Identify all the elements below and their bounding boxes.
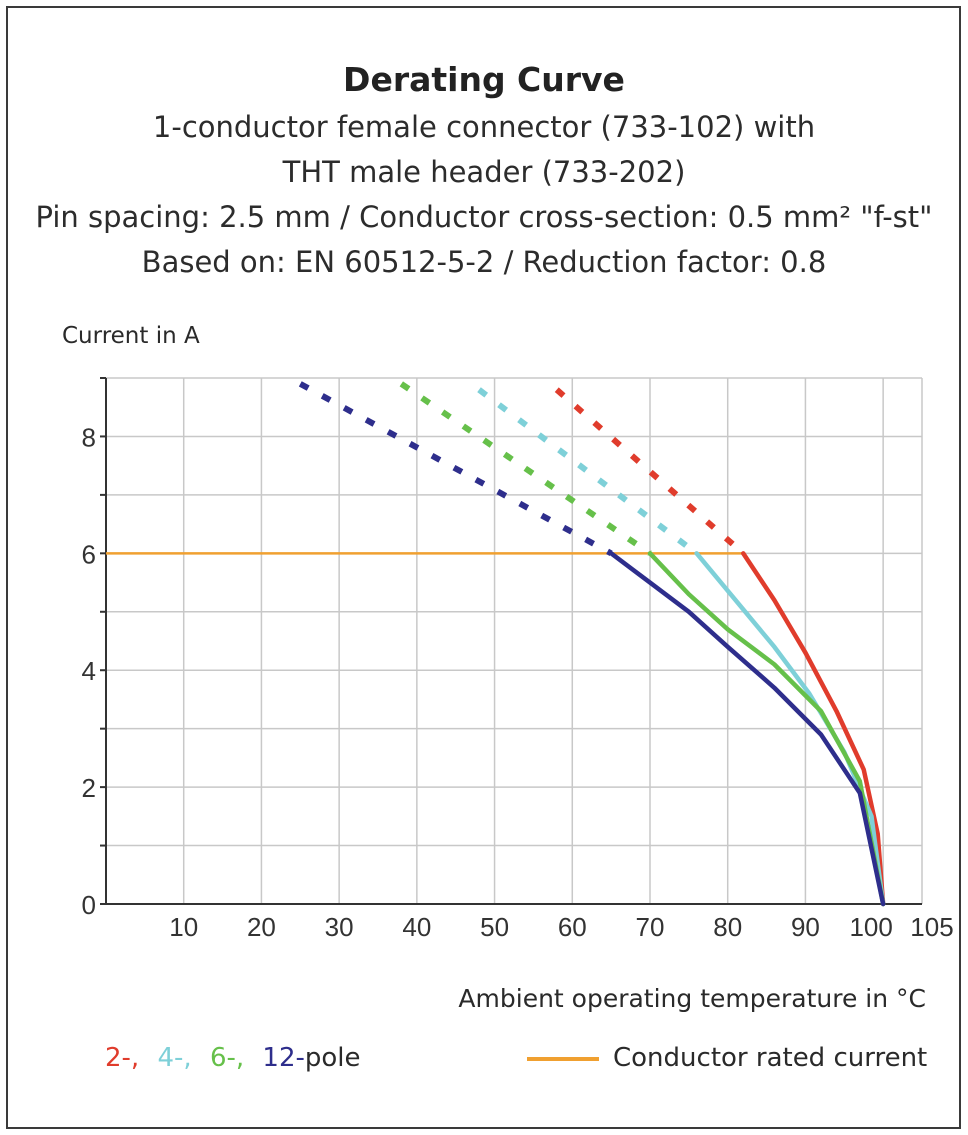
- x-axis-label: Ambient operating temperature in °C: [458, 984, 926, 1013]
- y-tick-label: 2: [82, 773, 96, 803]
- x-tick-label: 30: [325, 912, 354, 942]
- subtitle-line-2: THT male header (733-202): [282, 155, 686, 189]
- x-tick-label: 40: [402, 912, 431, 942]
- series-12-pole-dashed: [298, 381, 613, 556]
- rated-current-swatch: [527, 1056, 599, 1061]
- legend-item-pole-suffix: pole: [304, 1043, 361, 1073]
- chart-frame: [6, 6, 961, 1129]
- x-tick-label: 90: [791, 912, 820, 942]
- chart-titles: Derating Curve 1-conductor female connec…: [0, 60, 968, 285]
- x-tick-label: 70: [636, 912, 665, 942]
- subtitle-line-3: Pin spacing: 2.5 mm / Conductor cross-se…: [35, 200, 933, 234]
- series-2-pole-dashed: [554, 387, 746, 556]
- x-tick-label: 10: [169, 912, 198, 942]
- x-tick-label: 20: [247, 912, 276, 942]
- legend-item-6-pole: 6-,: [209, 1043, 245, 1073]
- x-tick-label: 60: [558, 912, 587, 942]
- x-tick-label: 50: [480, 912, 509, 942]
- x-tick-label: 105: [910, 912, 953, 942]
- rated-current-label: Conductor rated current: [613, 1043, 928, 1073]
- y-tick-label: 8: [82, 422, 96, 452]
- chart-title: Derating Curve: [343, 60, 625, 99]
- series-4-pole-line: [694, 551, 886, 907]
- subtitle-line-1: 1-conductor female connector (733-102) w…: [152, 110, 816, 144]
- series-12-pole-line: [608, 551, 886, 907]
- rated-current-legend: Conductor rated current: [527, 1043, 927, 1073]
- x-tick-label: 80: [713, 912, 742, 942]
- series-6-pole-dashed: [399, 381, 652, 556]
- y-axis-label: Current in A: [62, 323, 200, 349]
- y-tick-label: 4: [82, 656, 96, 686]
- series-2-pole-line: [741, 551, 886, 907]
- legend-item-4-pole: 4-,: [157, 1043, 192, 1073]
- series-legend: 2-, 4-, 6-, 12-pole: [105, 1043, 371, 1073]
- legend-item-12-pole: 12-: [262, 1043, 305, 1073]
- y-tick-label: 0: [82, 890, 96, 920]
- subtitle-line-4: Based on: EN 60512-5-2 / Reduction facto…: [141, 245, 827, 279]
- y-tick-label: 6: [82, 539, 96, 569]
- x-tick-label: 100: [849, 912, 892, 942]
- series-4-pole-dashed: [477, 387, 699, 556]
- series-6-pole-line: [647, 551, 886, 907]
- legend-item-2-pole: 2-,: [105, 1043, 140, 1073]
